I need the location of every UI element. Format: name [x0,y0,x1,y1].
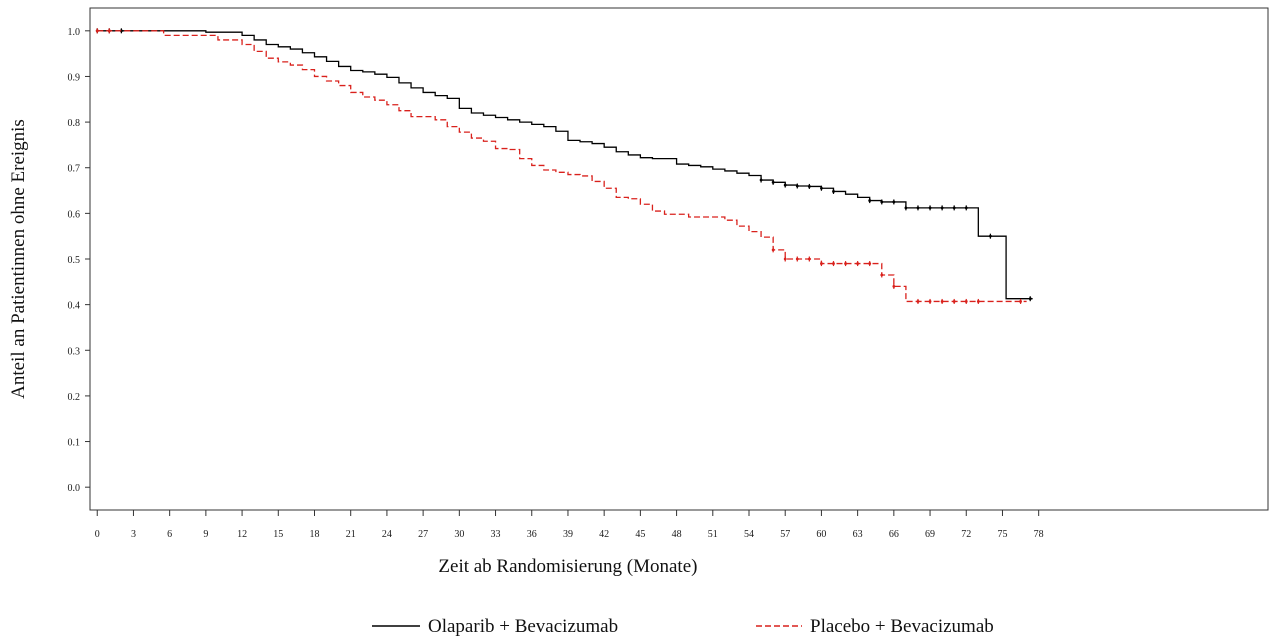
censor-dot [928,206,932,210]
x-tick-label: 75 [997,529,1007,540]
x-tick-label: 18 [309,529,319,540]
legend-label-placebo: Placebo + Bevacizumab [810,616,994,637]
censor-dot [771,180,775,184]
censor-dot [892,284,896,288]
y-tick-label: 0.6 [68,209,81,220]
x-tick-label: 63 [853,529,863,540]
x-tick-label: 60 [816,529,826,540]
censor-dot [759,178,763,182]
x-tick-label: 33 [491,529,501,540]
plot-frame [89,7,1269,511]
censor-dot [844,262,847,265]
series-layer [95,28,1033,304]
censor-dot [107,29,111,33]
legend: Olaparib + Bevacizumab Placebo + Bevaciz… [372,616,994,637]
censor-dot [988,234,992,238]
censor-dot [795,257,799,261]
x-tick-label: 12 [237,529,247,540]
x-tick-label: 42 [599,529,609,540]
censor-dot [868,199,872,202]
x-tick-label: 36 [527,529,537,540]
tick-labels: 0 3 6 9 12 15 18 21 24 27 30 33 36 39 42 45 48 51 54 57 60 63… [68,27,1044,540]
censor-dot [832,190,835,193]
x-tick-label: 78 [1034,529,1044,540]
censor-dot [783,257,787,261]
x-tick-label: 54 [744,529,754,540]
x-tick-label: 45 [635,529,645,540]
censor-dot [119,29,123,33]
censor-dot [880,200,884,204]
x-tick-label: 27 [418,529,428,540]
censor-dot [807,185,811,188]
x-tick-label: 39 [563,529,573,540]
censor-dot [95,29,99,33]
x-tick-label: 21 [346,529,356,540]
x-tick-label: 57 [780,529,790,540]
y-tick-label: 0.4 [68,301,81,312]
y-tick-label: 0.3 [68,346,81,357]
censor-dot [940,300,944,303]
censor-dot [976,300,980,303]
censor-dot [868,262,872,265]
legend-label-olaparib: Olaparib + Bevacizumab [428,616,618,637]
y-tick-label: 0.0 [68,483,81,494]
y-tick-label: 0.2 [68,392,81,403]
y-tick-label: 0.7 [68,164,81,175]
x-tick-label: 69 [925,529,935,540]
censor-dot [904,206,908,210]
x-tick-label: 6 [167,529,172,540]
censor-dot [795,184,799,188]
censor-dot [928,300,932,303]
censor-dot [1028,297,1032,301]
y-tick-label: 0.5 [68,255,81,266]
x-tick-label: 72 [961,529,971,540]
censor-dot [832,262,835,265]
y-axis-title: Anteil an Patientinnen ohne Ereignis [8,119,29,399]
y-tick-label: 0.1 [68,438,81,449]
censor-dot [916,300,920,303]
x-tick-label: 24 [382,529,392,540]
censor-dot [783,183,787,187]
y-tick-label: 1.0 [68,27,81,38]
y-tick-label: 0.8 [68,118,81,129]
censor-dot [964,206,968,210]
y-tick-label: 0.9 [68,72,81,83]
x-tick-label: 48 [672,529,682,540]
x-tick-label: 51 [708,529,718,540]
censor-dot [880,273,884,277]
x-tick-label: 30 [454,529,464,540]
censor-dot [940,206,944,210]
censor-dot [771,248,775,252]
x-tick-label: 0 [95,529,100,540]
censor-dot [807,257,811,261]
x-tick-label: 9 [203,529,208,540]
series-line-0 [97,30,1033,300]
x-tick-label: 15 [273,529,283,540]
x-tick-label: 3 [131,529,136,540]
censor-dot [820,262,823,265]
censor-dot [916,206,920,210]
x-tick-label: 66 [889,529,899,540]
x-axis-title: Zeit ab Randomisierung (Monate) [438,556,697,577]
censor-dot [952,300,956,303]
censor-dot [964,300,968,303]
axes [85,7,1269,516]
censor-dot [820,186,823,190]
series-line-1 [97,30,1027,303]
censor-dot [856,262,860,265]
censor-dot [1019,300,1022,303]
censor-dot [952,206,956,210]
censor-dot [892,200,896,204]
